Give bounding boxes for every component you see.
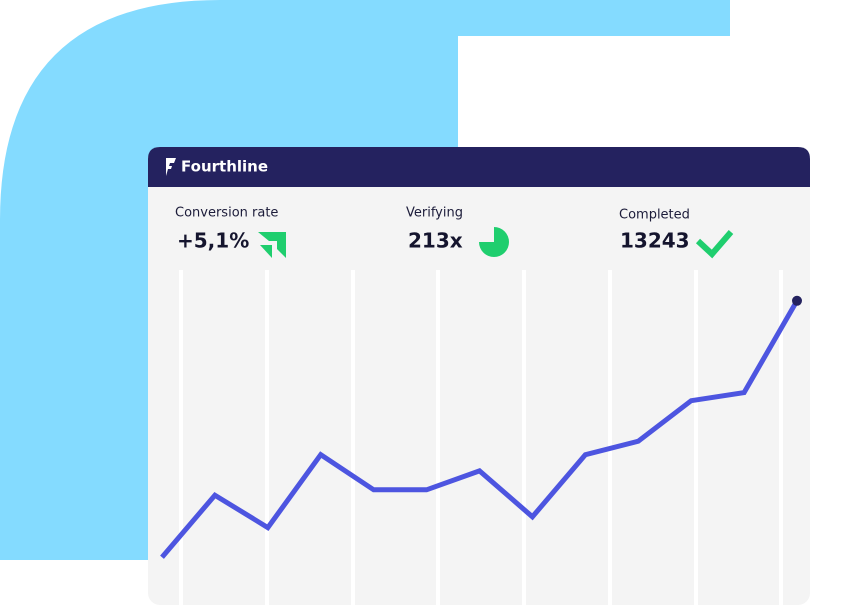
line bbox=[160, 299, 800, 559]
card bbox=[148, 147, 810, 605]
trend-icon bbox=[258, 232, 286, 258]
pie-icon bbox=[479, 227, 509, 257]
stat-value: +5,1% bbox=[177, 229, 249, 253]
brand-name: Fourthline bbox=[181, 158, 268, 176]
stat-label: Conversion rate bbox=[175, 206, 278, 221]
check-icon bbox=[695, 230, 734, 259]
stat-value: 13243 bbox=[620, 229, 690, 253]
end-point bbox=[792, 295, 802, 306]
stat-label: Completed bbox=[619, 208, 690, 223]
stat-label: Verifying bbox=[406, 206, 463, 221]
stat-value: 213x bbox=[408, 229, 463, 253]
card-header bbox=[148, 147, 810, 187]
logo-icon bbox=[166, 158, 176, 176]
